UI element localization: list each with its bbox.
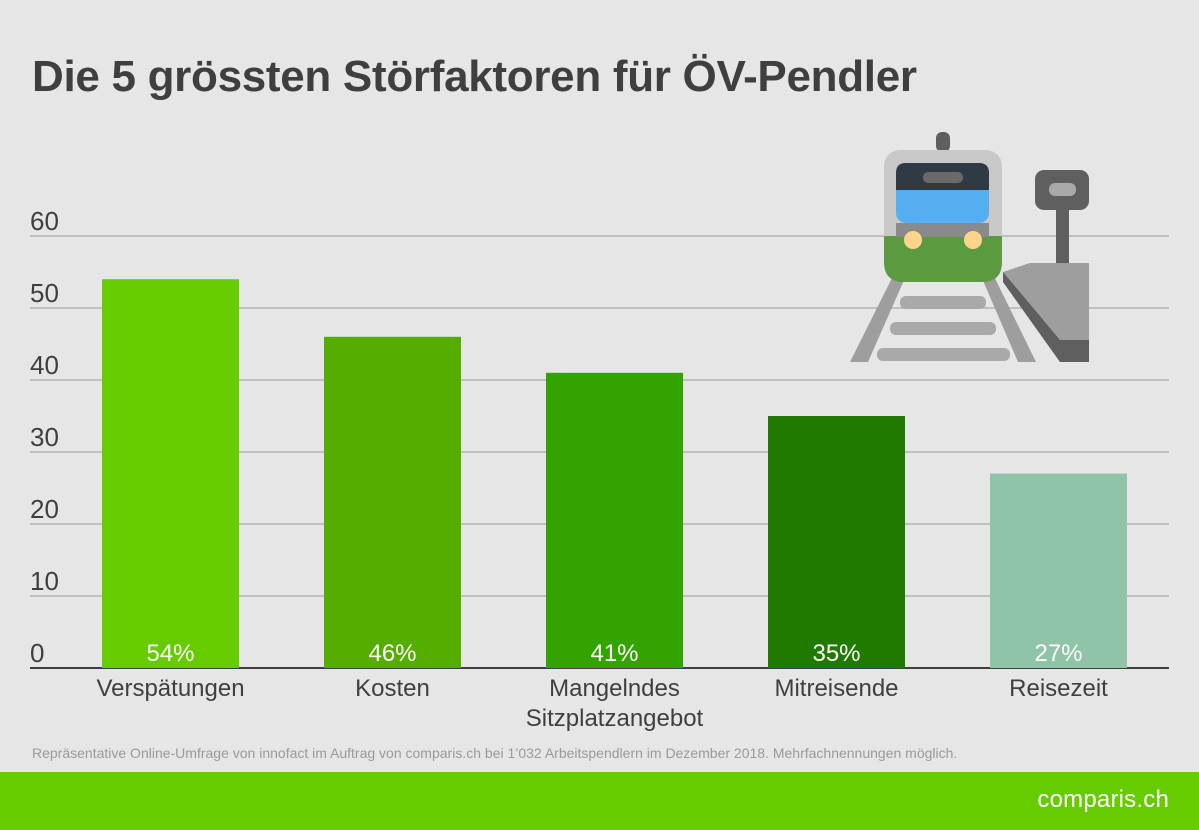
x-tick-label: Kosten (355, 675, 430, 702)
y-tick-label: 30 (30, 422, 59, 452)
chart-title: Die 5 grössten Störfaktoren für ÖV-Pendl… (32, 52, 917, 101)
y-tick-label: 40 (30, 350, 59, 380)
footer-bar: comparis.ch (0, 772, 1199, 830)
x-tick-label: Verspätungen (96, 675, 244, 702)
bar-chart: 0 10 20 30 40 50 60 54% 46% 41% 35% 27% Verspätung… (30, 132, 1169, 732)
x-tick-label: Mangelndes (549, 675, 680, 702)
y-tick-label: 0 (30, 638, 44, 668)
y-tick-label: 20 (30, 494, 59, 524)
y-axis-tick-labels: 0 10 20 30 40 50 60 (30, 206, 59, 668)
y-tick-label: 10 (30, 566, 59, 596)
data-label: 46% (368, 640, 416, 667)
bar (546, 372, 683, 668)
data-label: 41% (590, 640, 638, 667)
train-at-station-icon (850, 132, 1089, 362)
bars: 54% 46% 41% 35% 27% (102, 279, 1127, 668)
x-axis-category-labels: Verspätungen Kosten Mangelndes Sitzplatzang… (96, 675, 1108, 732)
y-tick-label: 50 (30, 278, 59, 308)
bar (102, 279, 239, 668)
bar (324, 336, 461, 668)
data-label: 27% (1034, 640, 1082, 667)
footnote: Repräsentative Online-Umfrage von innofa… (32, 745, 958, 761)
bar (768, 416, 905, 668)
bar (990, 473, 1127, 668)
x-tick-label: Sitzplatzangebot (526, 705, 704, 732)
brand-logo[interactable]: comparis.ch (1037, 786, 1169, 813)
x-tick-label: Reisezeit (1009, 675, 1108, 702)
data-label: 35% (812, 640, 860, 667)
x-tick-label: Mitreisende (774, 675, 898, 702)
y-tick-label: 60 (30, 206, 59, 236)
data-label: 54% (146, 640, 194, 667)
